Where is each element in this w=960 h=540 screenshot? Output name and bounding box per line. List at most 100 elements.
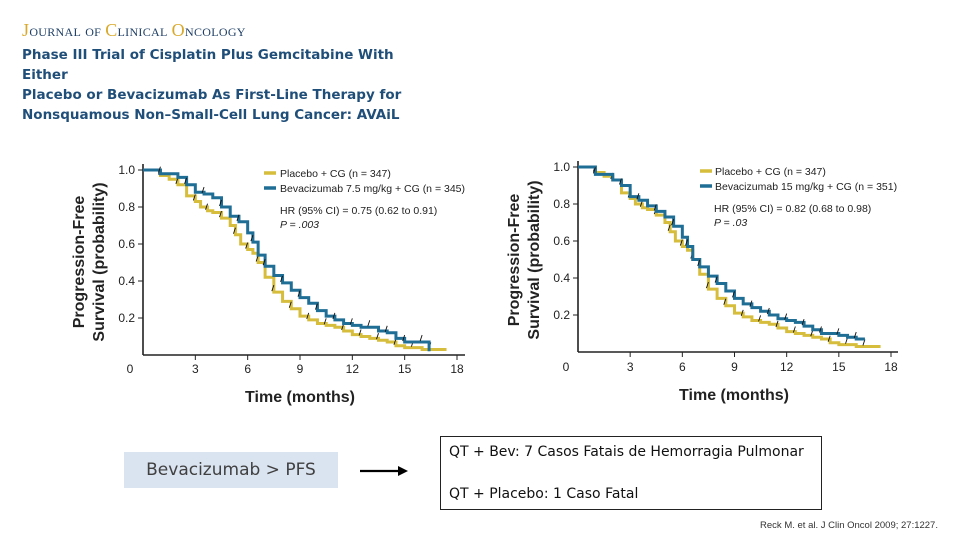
censor-mark xyxy=(819,326,822,333)
pfs-conclusion-box: Bevacizumab > PFS xyxy=(124,452,338,488)
legend-label-placebo: Placebo + CG (n = 347) xyxy=(715,166,826,178)
fatal-events-placebo: QT + Placebo: 1 Caso Fatal xyxy=(449,486,639,502)
censor-mark xyxy=(250,235,254,242)
y-tick-label: 0.2 xyxy=(553,308,570,322)
km-curve-bevacizumab xyxy=(578,165,865,341)
censor-mark xyxy=(766,307,770,315)
censor-mark xyxy=(732,291,735,298)
censor-mark xyxy=(184,177,188,184)
censor-mark xyxy=(853,331,857,339)
censor-mark xyxy=(236,214,240,221)
censor-mark xyxy=(784,313,788,320)
km-curve-bevacizumab xyxy=(143,168,431,352)
x-tick-label: 15 xyxy=(832,360,846,374)
x-tick-label: 15 xyxy=(398,362,412,376)
censor-mark xyxy=(775,320,779,328)
censor-mark xyxy=(323,318,327,325)
censor-mark xyxy=(315,303,318,310)
y-tick-label: 0.4 xyxy=(553,271,570,285)
journal-word-journal: OURNAL xyxy=(29,25,82,39)
censor-mark xyxy=(219,210,222,218)
x-tick-label: 6 xyxy=(244,362,251,376)
journal-word-of: OF xyxy=(85,25,102,39)
censor-mark xyxy=(219,199,222,207)
censor-mark xyxy=(836,328,840,335)
article-title-line-1: Phase III Trial of Cisplatin Plus Gemcit… xyxy=(22,47,394,83)
hazard-ratio-annotation: HR (95% CI) = 0.82 (0.68 to 0.98) xyxy=(714,203,871,215)
y-axis-title: Progression-Free Survival (probability) xyxy=(71,182,108,341)
fatal-events-box: QT + Bev: 7 Casos Fatais de Hemorragia P… xyxy=(440,436,822,510)
censor-mark xyxy=(685,239,688,246)
censor-mark xyxy=(723,298,727,305)
censor-mark xyxy=(792,326,796,333)
y-axis-title: Progression-Free Survival (probability) xyxy=(506,180,543,339)
journal-initial-j: J xyxy=(22,20,30,40)
x-axis-title: Time (months) xyxy=(679,387,789,404)
km-curve-placebo xyxy=(578,165,881,348)
y-tick-label: 0.6 xyxy=(118,237,135,251)
x-tick-label: 3 xyxy=(627,360,634,374)
journal-name: JOURNAL OF CLINICAL ONCOLOGY xyxy=(22,20,246,41)
censor-mark xyxy=(749,300,753,307)
hazard-ratio-annotation: HR (95% CI) = 0.75 (0.62 to 0.91) xyxy=(280,205,437,217)
y-tick-label: 0.4 xyxy=(118,274,135,288)
journal-word-clinical: LINICAL xyxy=(117,25,168,39)
censor-mark xyxy=(419,334,423,342)
x-tick-label: 3 xyxy=(192,362,199,376)
censor-mark xyxy=(306,312,310,319)
x-tick-label: 12 xyxy=(780,360,794,374)
censor-mark xyxy=(262,259,266,266)
article-title: Phase III Trial of Cisplatin Plus Gemcit… xyxy=(22,45,442,125)
censor-mark xyxy=(679,239,683,246)
censor-mark xyxy=(297,290,301,297)
x-axis-title: Time (months) xyxy=(245,389,355,406)
right-arrow-icon xyxy=(360,466,408,476)
x-tick-label: 9 xyxy=(297,362,304,376)
censor-mark xyxy=(653,204,657,211)
x-tick-label: 18 xyxy=(450,362,464,376)
citation-reference: Reck M. et al. J Clin Oncol 2009; 27:122… xyxy=(760,520,938,531)
legend-label-placebo: Placebo + CG (n = 347) xyxy=(280,168,391,180)
y-axis-title-line-1: Progression-Free xyxy=(506,194,523,327)
km-curve-placebo xyxy=(143,168,447,351)
y-tick-label: 1.0 xyxy=(553,160,570,174)
axes: 0 3 6 9 12 15 18 0.2 0.4 0.6 0.8 1.0 xyxy=(553,160,898,374)
p-value-annotation: P = .003 xyxy=(280,219,319,231)
y-tick-label: 0.8 xyxy=(553,197,570,211)
censor-mark xyxy=(233,227,236,234)
journal-initial-o: O xyxy=(171,20,185,40)
legend-label-bevacizumab: Bevacizumab 15 mg/kg + CG (n = 351) xyxy=(715,181,897,193)
censor-mark xyxy=(358,329,362,336)
censor-mark xyxy=(271,284,275,292)
y-tick-label: 1.0 xyxy=(118,163,135,177)
censor-mark xyxy=(288,301,292,308)
x-tick-label: 0 xyxy=(563,360,570,374)
axes: 0 3 6 9 12 15 18 0.2 0.4 0.6 0.8 1.0 xyxy=(118,163,465,376)
censor-mark xyxy=(671,219,675,226)
censor-mark xyxy=(245,242,249,249)
x-tick-label: 6 xyxy=(679,360,686,374)
km-chart-bev-15: Progression-Free Survival (probability) … xyxy=(506,160,898,404)
x-tick-label: 9 xyxy=(731,360,738,374)
censor-mark xyxy=(758,315,762,322)
y-tick-label: 0.6 xyxy=(553,234,570,248)
y-axis-title-line-1: Progression-Free xyxy=(71,196,88,329)
censor-mark xyxy=(740,309,744,316)
y-axis-title-line-2: Survival (probability) xyxy=(91,182,108,341)
censor-mark xyxy=(636,193,640,200)
censor-mark xyxy=(376,333,379,340)
fatal-events-bevacizumab: QT + Bev: 7 Casos Fatais de Hemorragia P… xyxy=(449,444,804,460)
censor-mark xyxy=(697,259,701,267)
article-title-line-3: Nonsquamous Non–Small-Cell Lung Cancer: … xyxy=(22,107,400,123)
curves xyxy=(578,165,881,348)
article-title-line-2: Placebo or Bevacizumab As First-Line The… xyxy=(22,87,402,103)
legend: Placebo + CG (n = 347) Bevacizumab 7.5 m… xyxy=(264,168,465,231)
km-chart-bev-7-5: Progression-Free Survival (probability) … xyxy=(71,163,465,406)
legend-label-bevacizumab: Bevacizumab 7.5 mg/kg + CG (n = 345) xyxy=(280,183,465,195)
pfs-conclusion-text: Bevacizumab > PFS xyxy=(146,460,316,480)
censor-mark xyxy=(201,186,205,194)
censor-mark xyxy=(592,167,596,174)
censor-mark xyxy=(801,318,805,326)
y-tick-label: 0.2 xyxy=(118,311,135,325)
journal-initial-c: C xyxy=(105,20,118,40)
